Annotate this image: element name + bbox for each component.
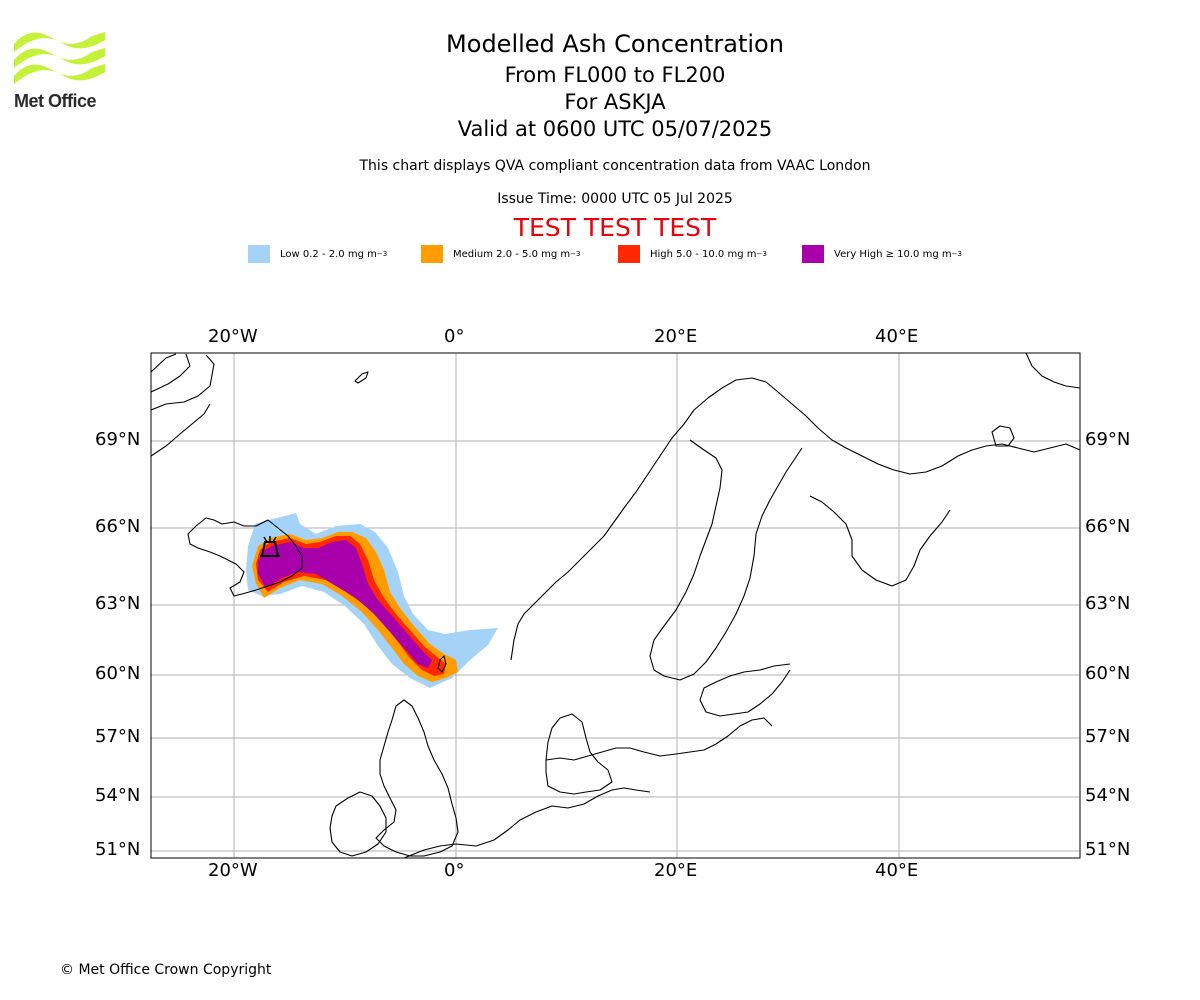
legend-label-very-high: Very High ≥ 10.0 mg m xyxy=(834,248,952,260)
jan-mayen-coast xyxy=(354,371,369,384)
shetland-coast xyxy=(437,655,447,673)
chart-subtitle: This chart displays QVA compliant concen… xyxy=(359,158,871,174)
greenland-coast xyxy=(151,353,215,457)
legend-label-low: Low 0.2 - 2.0 mg m xyxy=(280,248,377,260)
met-office-waves-icon xyxy=(14,32,105,84)
ireland-coast xyxy=(329,791,387,857)
map-gridlines xyxy=(151,353,1080,858)
legend-swatch-medium xyxy=(421,245,443,263)
legend-unit-exp: −3 xyxy=(376,250,388,258)
finland-russia-coast xyxy=(699,663,791,717)
lat-tick-left-51: 51°N xyxy=(95,839,141,860)
iceland-coast xyxy=(187,517,303,597)
map-frame xyxy=(150,352,1081,859)
lon-tick-top-40e: 40°E xyxy=(875,326,919,347)
lon-tick-top-20w: 20°W xyxy=(208,326,258,347)
scandinavia-coast xyxy=(510,377,1080,661)
lat-tick-left-63: 63°N xyxy=(95,593,141,614)
lat-tick-right-54: 54°N xyxy=(1085,785,1131,806)
lat-tick-right-51: 51°N xyxy=(1085,839,1131,860)
lon-tick-bottom-0: 0° xyxy=(444,860,465,881)
lat-tick-left-60: 60°N xyxy=(95,663,141,684)
test-banner: TEST TEST TEST xyxy=(513,213,717,242)
lat-tick-right-66: 66°N xyxy=(1085,516,1131,537)
legend-swatch-high xyxy=(618,245,640,263)
legend-unit-exp: −3 xyxy=(951,250,962,258)
lon-tick-top-20e: 20°E xyxy=(654,326,698,347)
legend-item-low: Low 0.2 - 2.0 mg m −3 xyxy=(248,244,387,264)
baltic-south-coast xyxy=(545,717,773,761)
lon-tick-bottom-20e: 20°E xyxy=(654,860,698,881)
legend-label-high: High 5.0 - 10.0 mg m xyxy=(650,248,757,260)
lat-tick-left-66: 66°N xyxy=(95,516,141,537)
volcano-title: For ASKJA xyxy=(564,90,666,114)
lat-tick-right-63: 63°N xyxy=(1085,593,1131,614)
lat-tick-right-69: 69°N xyxy=(1085,429,1131,450)
ash-very-high-region xyxy=(258,540,432,668)
legend-unit-exp: −3 xyxy=(570,250,581,258)
volcano-icon xyxy=(260,536,280,557)
gulf-of-bothnia-coast xyxy=(649,439,803,681)
legend-item-very-high: Very High ≥ 10.0 mg m −3 xyxy=(802,244,962,264)
legend-item-medium: Medium 2.0 - 5.0 mg m −3 xyxy=(421,244,580,264)
legend-swatch-low xyxy=(248,245,270,263)
white-sea-coast xyxy=(809,495,951,587)
met-office-logo-text: Met Office xyxy=(14,91,97,111)
chart-title: Modelled Ash Concentration xyxy=(446,30,784,58)
legend-item-high: High 5.0 - 10.0 mg m −3 xyxy=(618,244,767,264)
lon-tick-bottom-40e: 40°E xyxy=(875,860,919,881)
coastlines xyxy=(151,353,1080,858)
lat-tick-left-57: 57°N xyxy=(95,726,141,747)
legend-swatch-very-high xyxy=(802,245,824,263)
continental-coast xyxy=(403,787,651,858)
lat-tick-right-57: 57°N xyxy=(1085,726,1131,747)
lon-tick-top-0: 0° xyxy=(444,326,465,347)
valid-time-title: Valid at 0600 UTC 05/07/2025 xyxy=(457,117,773,141)
legend-label-medium: Medium 2.0 - 5.0 mg m xyxy=(453,248,571,260)
denmark-coast xyxy=(545,713,613,795)
lon-tick-bottom-20w: 20°W xyxy=(208,860,258,881)
kola-peninsula-coast xyxy=(991,425,1015,447)
met-office-logo: Met Office xyxy=(14,30,114,115)
svalbard-coast xyxy=(1025,353,1080,389)
flight-level-title: From FL000 to FL200 xyxy=(504,63,726,87)
ash-plume xyxy=(246,513,498,688)
lat-tick-left-69: 69°N xyxy=(95,429,141,450)
issue-time: Issue Time: 0000 UTC 05 Jul 2025 xyxy=(497,191,733,207)
legend-unit-exp: −3 xyxy=(756,250,767,258)
copyright-notice: © Met Office Crown Copyright xyxy=(60,962,272,978)
lat-tick-right-60: 60°N xyxy=(1085,663,1131,684)
lat-tick-left-54: 54°N xyxy=(95,785,141,806)
great-britain-coast xyxy=(375,699,459,857)
